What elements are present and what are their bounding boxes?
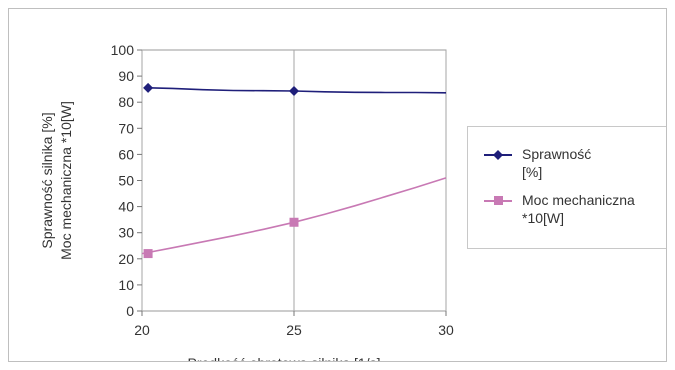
data-point-square [289,217,299,227]
legend-marker-diamond [493,150,503,160]
y-axis-label-line: Moc mechaniczna *10[W] [58,101,74,260]
x-axis-label: Predkość obrotowa silnika [1/s] [188,355,381,362]
legend-marker-square [494,196,503,205]
legend-label-sprawnosc: Sprawność [%] [522,146,592,180]
chart-svg: 20 25 30 0 10 20 30 40 50 60 70 80 90 100 Predkość obr… [39,42,454,362]
x-tick-label: 25 [286,322,302,338]
y-tick-label: 30 [118,225,134,241]
legend: Sprawność [%] Moc mechaniczna *10[W] [467,126,666,249]
y-tick-label: 70 [118,120,134,136]
y-tick-label: 80 [118,94,134,110]
x-tick-label: 30 [438,322,454,338]
y-tick-label: 100 [111,42,135,58]
y-tick-label: 10 [118,277,134,293]
x-tick-label: 20 [134,322,150,338]
y-tick-label: 50 [118,173,134,189]
data-point-square [143,249,153,259]
y-tick-label: 90 [118,68,134,84]
y-axis-label-line: Sprawność silnika [%] [39,112,55,248]
chart-frame: 20 25 30 0 10 20 30 40 50 60 70 80 90 100 Predkość obr… [8,8,667,362]
legend-label-moc: Moc mechaniczna *10[W] [522,192,635,226]
y-tick-label: 0 [126,303,134,319]
y-tick-label: 60 [118,146,134,162]
data-point-diamond [143,82,154,93]
y-tick-label: 20 [118,251,134,267]
y-tick-label: 40 [118,199,134,215]
data-point-diamond [289,85,299,96]
